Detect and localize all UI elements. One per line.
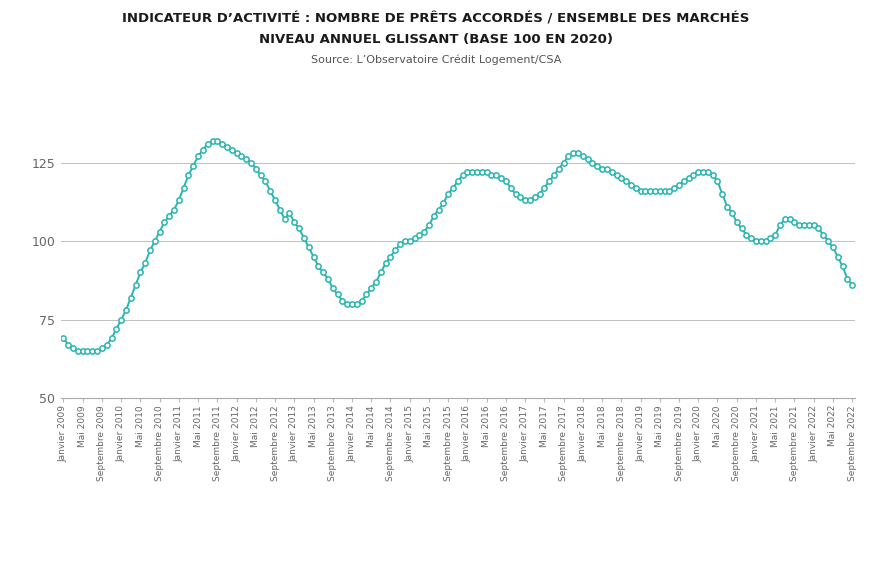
Text: NIVEAU ANNUEL GLISSANT (BASE 100 EN 2020): NIVEAU ANNUEL GLISSANT (BASE 100 EN 2020…: [259, 33, 613, 47]
Text: INDICATEUR D’ACTIVITÉ : NOMBRE DE PRÊTS ACCORDÉS / ENSEMBLE DES MARCHÉS: INDICATEUR D’ACTIVITÉ : NOMBRE DE PRÊTS …: [122, 13, 750, 26]
Text: Source: L’Observatoire Crédit Logement/CSA: Source: L’Observatoire Crédit Logement/C…: [310, 55, 562, 65]
